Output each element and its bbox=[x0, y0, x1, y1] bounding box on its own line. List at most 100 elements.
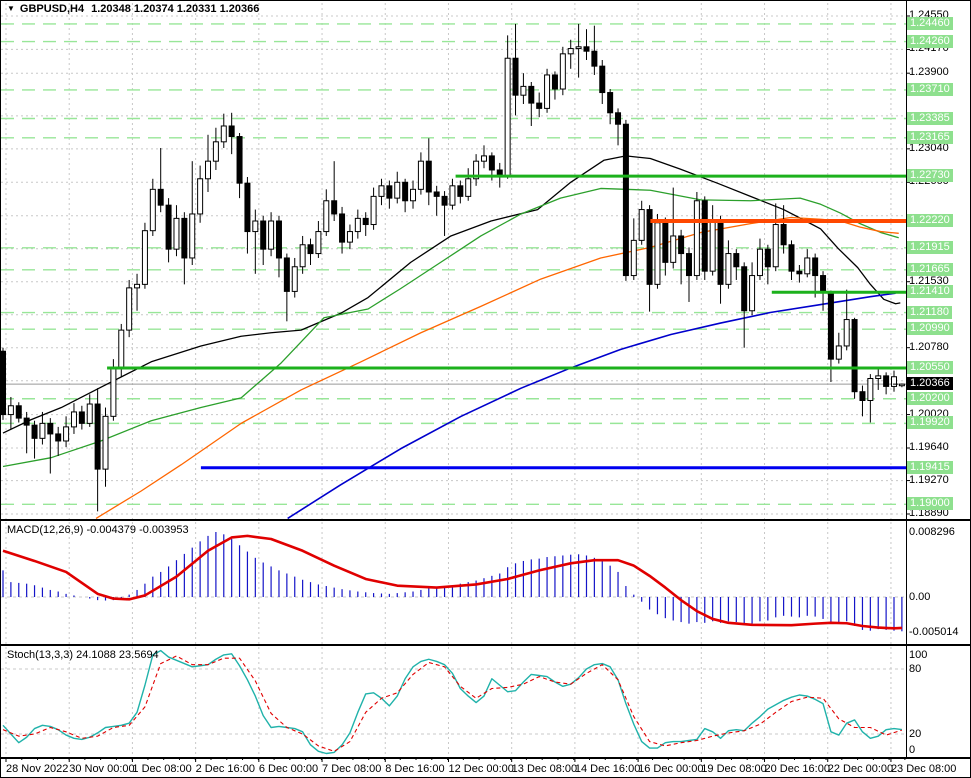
candle-bullish bbox=[709, 219, 716, 272]
symbol-name: GBPUSD,H4 bbox=[19, 3, 85, 15]
candle-bullish bbox=[544, 74, 551, 109]
stoch-panel bbox=[1, 668, 906, 735]
stoch-indicator-label: Stoch(13,3,3) 24.1088 23.5694 bbox=[7, 649, 159, 661]
candle-bearish bbox=[607, 92, 614, 114]
candle-bearish bbox=[1, 350, 6, 416]
price-level-badge: 1.23385 bbox=[907, 112, 953, 125]
candle-bearish bbox=[433, 191, 440, 197]
candle-bullish bbox=[149, 188, 156, 232]
macd-signal-line bbox=[2, 534, 902, 630]
ma-long-blue bbox=[287, 292, 896, 520]
symbol-dropdown-icon[interactable]: ▼ bbox=[7, 4, 15, 13]
candle-bearish bbox=[733, 253, 740, 268]
candle-bullish bbox=[630, 239, 637, 277]
candle-bullish bbox=[7, 405, 14, 416]
candle-bearish bbox=[851, 319, 858, 393]
time-axis-label: 6 Dec 00:00 bbox=[258, 763, 319, 775]
price-level-badge: 1.22220 bbox=[907, 214, 953, 227]
candle-bearish bbox=[362, 217, 369, 226]
candle-bearish bbox=[386, 185, 393, 199]
candle-bullish bbox=[875, 375, 882, 380]
candle-bearish bbox=[15, 405, 22, 419]
macd-axis-label: 0.008296 bbox=[909, 526, 955, 538]
candle-bullish bbox=[141, 230, 148, 285]
ma-mid-green bbox=[2, 187, 899, 468]
candle-bearish bbox=[488, 155, 495, 171]
time-axis-label: 1 Dec 08:00 bbox=[132, 763, 192, 775]
candle-bearish bbox=[55, 433, 62, 442]
price-level-badge: 1.20200 bbox=[907, 392, 953, 405]
candle-bearish bbox=[457, 185, 464, 197]
candle-bearish bbox=[528, 85, 535, 104]
candle-bearish bbox=[701, 200, 708, 272]
candle-bearish bbox=[425, 160, 432, 193]
price-axis-label: 1.19640 bbox=[909, 441, 949, 453]
candle-bullish bbox=[480, 155, 487, 162]
time-axis-label: 22 Dec 00:00 bbox=[827, 763, 894, 775]
candle-bullish bbox=[63, 426, 70, 442]
candle-bullish bbox=[70, 411, 77, 428]
time-axis-label: 13 Dec 08:00 bbox=[511, 763, 578, 775]
candle-bullish bbox=[220, 125, 227, 143]
candles-layer bbox=[1, 23, 911, 512]
candle-bullish bbox=[370, 195, 377, 226]
candle-bullish bbox=[315, 231, 322, 255]
candle-bearish bbox=[662, 222, 669, 263]
candle-bearish bbox=[591, 50, 598, 67]
candle-bullish bbox=[891, 376, 898, 387]
candle-bullish bbox=[575, 46, 582, 50]
candle-bullish bbox=[118, 329, 125, 369]
candle-bullish bbox=[102, 415, 109, 470]
candle-bullish bbox=[473, 160, 480, 180]
candle-bearish bbox=[646, 209, 653, 285]
candle-bullish bbox=[346, 231, 353, 243]
candle-bearish bbox=[788, 244, 795, 272]
candle-bullish bbox=[205, 160, 212, 180]
candle-bearish bbox=[685, 253, 692, 277]
candle-bearish bbox=[512, 57, 519, 96]
candle-bullish bbox=[670, 235, 677, 263]
candle-bullish bbox=[867, 378, 874, 401]
price-level-badge: 1.21180 bbox=[907, 306, 952, 319]
candle-bullish bbox=[465, 178, 472, 197]
price-level-badge: 1.21410 bbox=[907, 285, 953, 298]
time-axis-label: 12 Dec 00:00 bbox=[448, 763, 514, 775]
price-level-badge: 1.23710 bbox=[907, 83, 953, 96]
price-axis-label: 1.19270 bbox=[909, 474, 949, 486]
candle-bullish bbox=[134, 283, 141, 289]
macd-histogram bbox=[2, 532, 903, 632]
candle-bullish bbox=[638, 209, 645, 241]
candle-bearish bbox=[181, 217, 188, 259]
candle-bullish bbox=[835, 345, 842, 360]
stoch-k-line bbox=[2, 649, 902, 755]
candle-bullish bbox=[394, 181, 401, 199]
macd-axis-label: -0.005014 bbox=[909, 626, 959, 638]
candle-bearish bbox=[78, 411, 85, 424]
candle-bullish bbox=[520, 85, 527, 96]
candle-bullish bbox=[378, 185, 385, 197]
ma-fast-black bbox=[2, 155, 901, 434]
price-axis-label: 1.23900 bbox=[909, 66, 949, 78]
ma-lines bbox=[2, 155, 901, 520]
candle-bearish bbox=[236, 136, 243, 184]
candle-bearish bbox=[331, 200, 338, 215]
candle-bullish bbox=[86, 403, 93, 424]
candle-bullish bbox=[559, 53, 566, 90]
price-level-badge: 1.24260 bbox=[907, 35, 953, 48]
candle-bearish bbox=[339, 213, 346, 243]
price-axis-label: 1.23040 bbox=[909, 142, 949, 154]
support-levels-dashed bbox=[1, 23, 906, 506]
macd-axis-label: 0.00 bbox=[909, 591, 931, 603]
candle-bearish bbox=[536, 102, 543, 109]
candle-bearish bbox=[764, 248, 771, 268]
candle-bullish bbox=[39, 422, 46, 439]
candle-bullish bbox=[654, 222, 661, 285]
stoch-axis-label: 100 bbox=[909, 649, 928, 661]
candle-bearish bbox=[23, 417, 30, 426]
support-resistance-levels bbox=[107, 174, 906, 470]
candle-bearish bbox=[441, 195, 448, 206]
time-axis-label: 16 Dec 00:00 bbox=[638, 763, 704, 775]
time-axis-label: 23 Dec 08:00 bbox=[890, 763, 957, 775]
